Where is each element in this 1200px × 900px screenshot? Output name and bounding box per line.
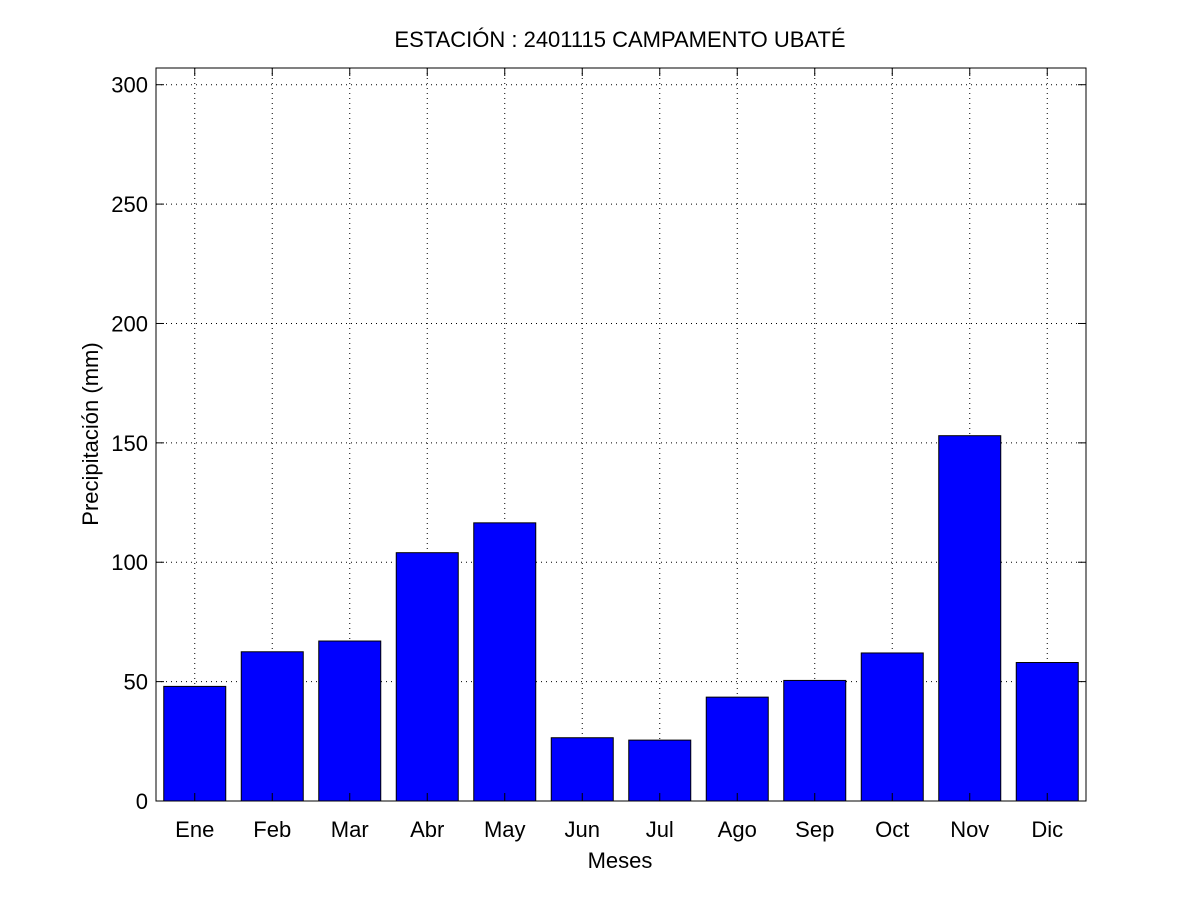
- y-tick-label: 200: [111, 311, 148, 336]
- bar-jul: [628, 739, 692, 802]
- x-tick-label: Mar: [331, 817, 369, 842]
- bar-jun: [550, 737, 614, 802]
- bar-mar: [318, 640, 382, 802]
- chart-title: ESTACIÓN : 2401115 CAMPAMENTO UBATÉ: [394, 27, 845, 52]
- y-tick-label: 100: [111, 550, 148, 575]
- x-tick-label: Oct: [875, 817, 909, 842]
- bar-may: [473, 522, 537, 802]
- x-tick-label: May: [484, 817, 526, 842]
- y-tick-label: 150: [111, 431, 148, 456]
- plot-area-frame: [155, 67, 1087, 802]
- x-tick-label: Ago: [718, 817, 757, 842]
- y-tick-label: 50: [124, 670, 148, 695]
- x-tick-label: Jun: [565, 817, 600, 842]
- bar-ago: [705, 696, 769, 802]
- x-tick-label: Jul: [646, 817, 674, 842]
- bar-feb: [240, 651, 304, 802]
- bars: [163, 435, 1079, 802]
- x-tick-label: Dic: [1031, 817, 1063, 842]
- x-tick-label: Nov: [950, 817, 989, 842]
- y-axis-label: Precipitación (mm): [78, 342, 103, 525]
- tick-marks: [156, 68, 1086, 802]
- bar-oct: [860, 652, 924, 802]
- x-tick-label: Sep: [795, 817, 834, 842]
- y-tick-label: 0: [136, 789, 148, 814]
- y-tick-label: 250: [111, 192, 148, 217]
- y-axis-tick-labels: 0 50 100 150 200 250 300: [111, 73, 148, 814]
- x-axis-label: Meses: [588, 848, 653, 873]
- bar-sep: [783, 679, 847, 802]
- x-axis-tick-labels: Ene Feb Mar Abr May Jun Jul Ago Sep Oct Nov Dic: [175, 817, 1063, 842]
- bar-nov: [938, 435, 1002, 802]
- x-tick-label: Ene: [175, 817, 214, 842]
- bar-abr: [395, 552, 459, 802]
- y-tick-label: 300: [111, 73, 148, 98]
- x-tick-label: Abr: [410, 817, 444, 842]
- bar-dic: [1015, 662, 1079, 802]
- x-tick-label: Feb: [253, 817, 291, 842]
- bar-ene: [163, 685, 227, 802]
